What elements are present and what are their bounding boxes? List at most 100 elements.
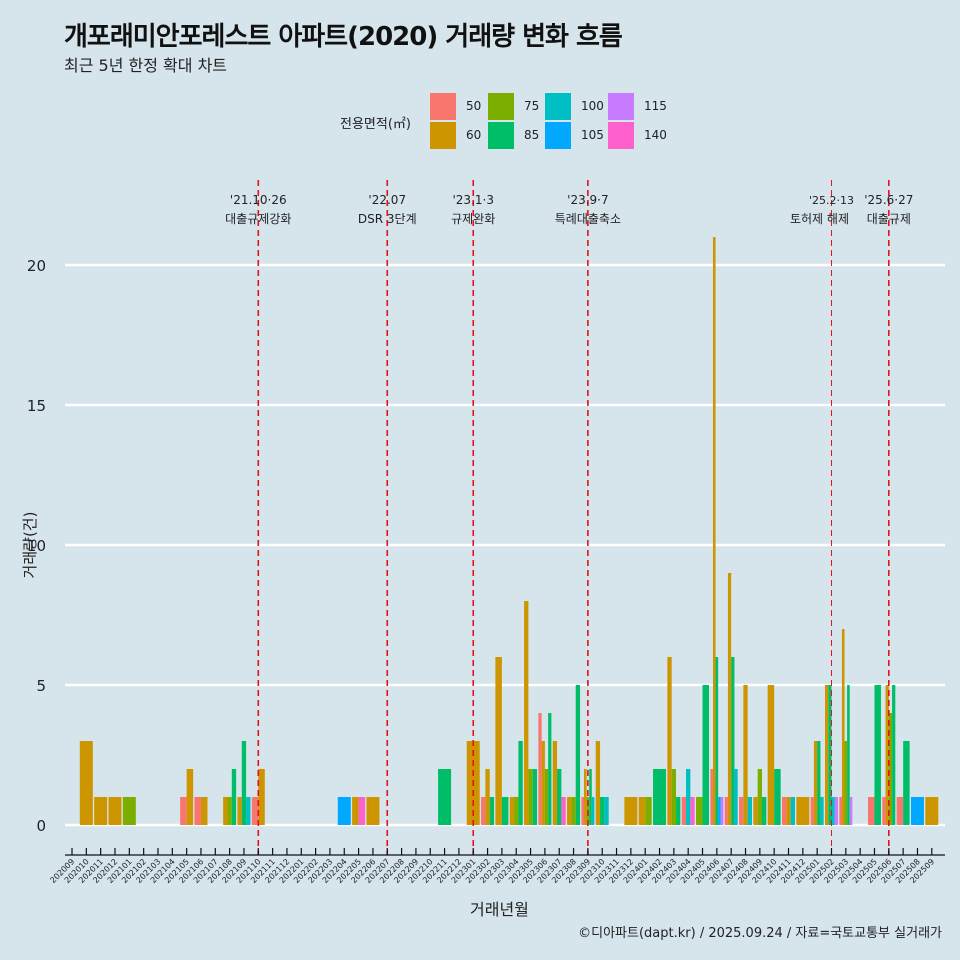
- bar-75-202401: [645, 797, 652, 825]
- bar-60-202403: [667, 657, 672, 825]
- bar-50-202506: [882, 797, 886, 825]
- legend-label: 50: [466, 99, 482, 113]
- bar-140-202307: [561, 797, 566, 825]
- bar-85-202304: [518, 741, 523, 825]
- bar-100-202411: [790, 797, 795, 825]
- bars: [79, 237, 939, 825]
- bar-50-202503: [839, 797, 842, 825]
- y-tick-label: 20: [27, 257, 46, 275]
- bar-100-202109: [246, 797, 251, 825]
- bar-85-202505: [874, 685, 881, 825]
- y-tick-label: 10: [27, 537, 46, 555]
- bar-105-202508: [910, 797, 924, 825]
- bar-100-202501: [820, 797, 824, 825]
- legend-swatch: [608, 122, 634, 149]
- bar-60-202108: [223, 797, 228, 825]
- bar-100-202408: [747, 797, 753, 825]
- event-label: 토허제 해제: [790, 212, 849, 226]
- bar-50-202408: [739, 797, 744, 825]
- event-date: '23.9·7: [567, 193, 608, 207]
- bar-85-202507: [903, 741, 910, 825]
- bar-60-202105: [186, 769, 194, 825]
- bar-60-202310: [595, 741, 601, 825]
- bar-140-202404: [690, 797, 695, 825]
- legend-item-50: 50: [430, 93, 490, 121]
- event-label: 대출규제: [867, 212, 911, 226]
- legend-label: 75: [524, 99, 540, 113]
- y-axis-title: 거래량(건): [21, 512, 39, 579]
- legend-label: 100: [581, 99, 604, 113]
- event-date: '25.6·27: [864, 193, 913, 207]
- source-caption: ©디아파트(dapt.kr) / 2025.09.24 / 자료=국토교통부 실…: [578, 926, 942, 941]
- event-date: '22.07: [368, 193, 406, 207]
- bar-60-202206: [366, 797, 380, 825]
- legend-title: 전용면적(㎡): [340, 117, 411, 132]
- legend-label: 60: [466, 128, 482, 142]
- bar-50-202505: [867, 797, 875, 825]
- bar-85-202308: [575, 685, 581, 825]
- bar-60-202408: [743, 685, 748, 825]
- bar-60-202011: [94, 797, 108, 825]
- bar-60-202412: [796, 797, 810, 825]
- bar-60-202312: [624, 797, 638, 825]
- bar-75-202308: [571, 797, 576, 825]
- event-label: 규제완화: [451, 212, 495, 226]
- event-date: '23.1·3: [453, 193, 494, 207]
- bar-85-202405: [702, 685, 710, 825]
- bar-60-202106: [200, 797, 208, 825]
- bar-60-202502: [824, 685, 829, 825]
- x-axis-title: 거래년월: [470, 900, 529, 919]
- bar-85-202402: [653, 769, 667, 825]
- bar-75-202305: [528, 769, 533, 825]
- bar-50-202411: [782, 797, 787, 825]
- legend-label: 105: [581, 128, 604, 142]
- bar-60-202406: [712, 237, 716, 825]
- bar-60-202509: [925, 797, 939, 825]
- bar-85-202503: [847, 685, 850, 825]
- bar-85-202506: [892, 685, 896, 825]
- legend-label: 140: [644, 128, 667, 142]
- event-label: DSR 3단계: [358, 212, 417, 226]
- y-tick-label: 0: [36, 817, 46, 835]
- bar-60-202306: [541, 741, 545, 825]
- bar-100-202310: [604, 797, 609, 825]
- bar-60-202506: [885, 685, 889, 825]
- bar-100-202404: [686, 769, 691, 825]
- bar-50-202106: [194, 797, 201, 825]
- legend-swatch: [430, 122, 456, 149]
- legend-item-105: 105: [545, 122, 605, 150]
- bar-50-202406: [710, 769, 713, 825]
- bar-50-202105: [180, 797, 187, 825]
- bar-75-202108: [227, 797, 232, 825]
- bar-60-202109: [237, 797, 242, 825]
- gridlines: [65, 263, 945, 827]
- bar-60-202503: [841, 629, 845, 825]
- bar-85-202303: [501, 797, 509, 825]
- bar-50-202110: [251, 797, 259, 825]
- bar-85-202109: [241, 741, 247, 825]
- bar-75-202306: [544, 769, 549, 825]
- bar-60-202302: [485, 769, 490, 825]
- legend-swatch: [545, 93, 571, 120]
- bar-60-202303: [495, 657, 502, 825]
- bar-60-202308: [567, 797, 572, 825]
- bar-75-202101: [122, 797, 136, 825]
- legend-item-115: 115: [608, 93, 668, 121]
- legend-item-100: 100: [545, 93, 605, 121]
- bar-60-202205: [352, 797, 359, 825]
- bar-115-202406: [720, 797, 724, 825]
- bar-50-202407: [724, 797, 728, 825]
- legend-label: 85: [524, 128, 540, 142]
- bar-85-202302: [489, 797, 495, 825]
- bar-50-202404: [681, 797, 687, 825]
- event-date: '21.10·26: [230, 193, 287, 207]
- bar-60-202401: [638, 797, 646, 825]
- bar-50-202302: [481, 797, 486, 825]
- legend-item-75: 75: [488, 93, 548, 121]
- bar-85-202306: [548, 713, 552, 825]
- annotations: '21.10·26 대출규제강화 '22.07 DSR 3단계 '23.1·3 규제완화 '…: [225, 180, 913, 855]
- bar-105-202204: [337, 797, 351, 825]
- bar-75-202403: [671, 769, 677, 825]
- bar-85-202410: [774, 769, 781, 825]
